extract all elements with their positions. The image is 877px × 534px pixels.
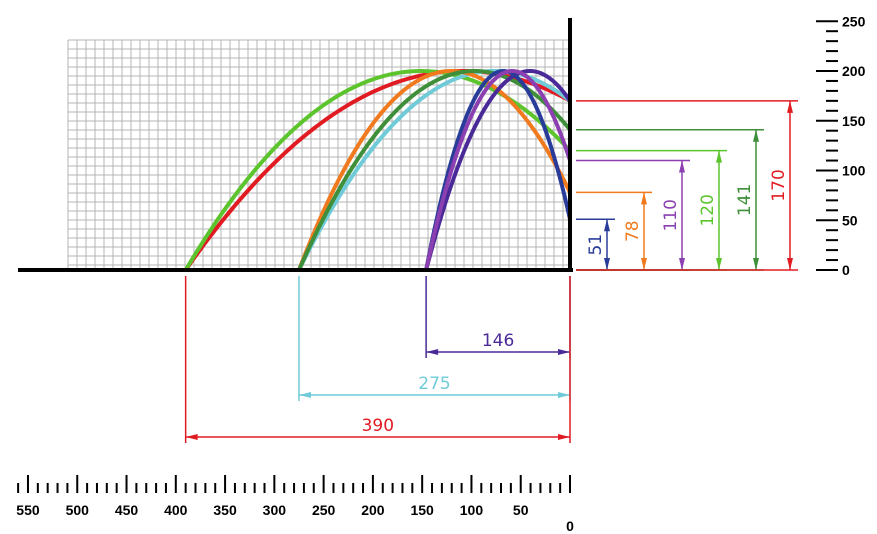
dimension-label-51: 51 [586,234,606,256]
x-tick-label-400: 400 [164,502,188,518]
y-tick-label-0: 0 [842,262,850,278]
trajectory-curve-8 [424,68,570,272]
dimension-label-146: 146 [482,331,514,351]
arrowhead [641,258,647,270]
y-tick-label-150: 150 [842,113,866,129]
arrowhead [753,258,759,270]
dimension-label-78: 78 [623,220,643,242]
arrowhead [604,258,610,270]
y-tick-label-100: 100 [842,163,866,179]
dimension-label-120: 120 [698,194,718,226]
arrowhead [185,434,198,440]
background-grid [67,39,570,270]
x-tick-label-250: 250 [312,502,336,518]
x-tick-label-150: 150 [410,502,434,518]
trajectory-curves [183,68,570,272]
x-tick-label-300: 300 [263,502,287,518]
dimension-label-390: 390 [362,416,394,436]
arrowhead [641,192,647,205]
dimension-label-110: 110 [661,199,681,231]
arrowhead [716,258,722,270]
y-tick-label-250: 250 [842,13,866,29]
trajectory-curve-4 [296,69,570,272]
x-tick-label-550: 550 [16,502,40,518]
x-tick-label-500: 500 [66,502,90,518]
trajectory-curve-7 [424,69,570,272]
x-tick-label-200: 200 [361,502,385,518]
vertical-dimensions: 51 78 110 120 141 170 [576,100,798,271]
arrowhead [787,258,793,270]
arrowhead [558,392,570,398]
arrowhead [753,129,759,142]
trajectory-curve-6 [424,69,570,272]
arrowhead [558,434,570,440]
dimension-label-275: 275 [418,374,450,394]
arrowhead [604,219,610,232]
arrowhead [679,258,685,270]
axes [18,18,573,272]
horizontal-scale: 550 500 450 400 350 300 250 200 150 100 500 [16,475,574,534]
y-tick-label-50: 50 [842,212,858,228]
x-tick-label-350: 350 [213,502,237,518]
vertical-scale: 250 200 150 100 50 0 [816,13,866,278]
x-tick-label-50: 50 [513,502,529,518]
arrowhead [716,150,722,163]
dimension-label-170: 170 [769,169,789,201]
x-tick-label-450: 450 [115,502,139,518]
arrowhead [679,160,685,173]
dimension-label-141: 141 [735,184,755,216]
arrowhead [426,349,439,355]
x-tick-label-100: 100 [460,502,484,518]
arrowhead [298,392,311,398]
y-tick-label-200: 200 [842,63,866,79]
arrowhead [787,100,793,113]
horizontal-dimensions: 146 275 390 [184,276,571,443]
x-tick-label-0: 0 [566,518,574,534]
arrowhead [558,349,570,355]
